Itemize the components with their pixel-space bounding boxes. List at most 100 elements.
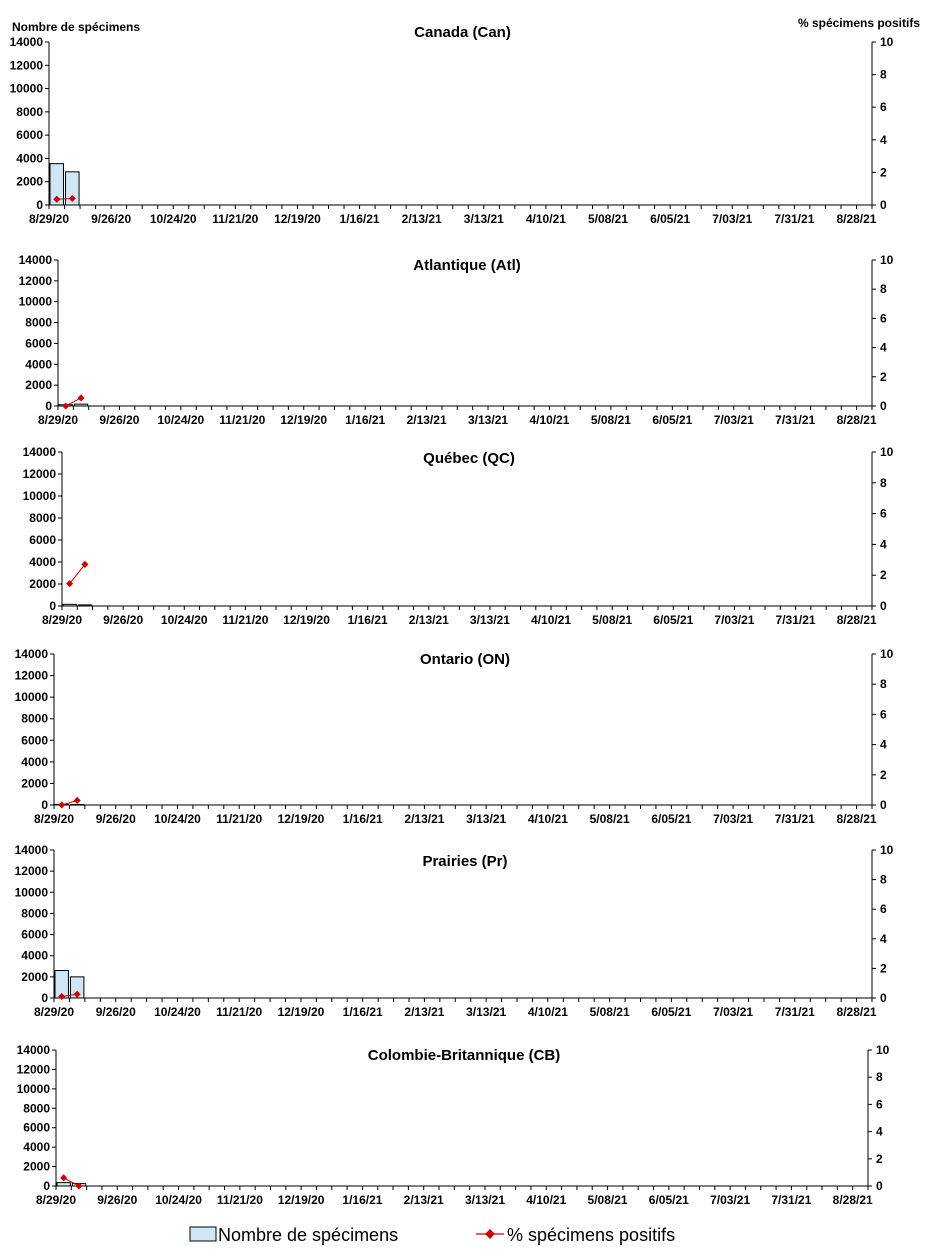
x-tick-label: 6/05/21 [649,1193,689,1207]
bar [77,604,93,607]
panel-5: Prairies (Pr) 0 2000 4000 6000 8000 10000 12000… [15,843,894,1019]
bar [69,804,85,806]
x-tick-label: 1/16/21 [340,212,380,226]
y-tick-label: 8000 [16,105,43,119]
y-tick-label: 10000 [15,885,49,899]
y2-tick-label: 6 [880,707,887,721]
y-tick-label: 8000 [21,906,48,920]
x-tick-label: 3/13/21 [465,1193,505,1207]
y2-tick-label: 2 [880,961,887,975]
y2-tick-label: 10 [880,843,894,857]
x-tick-label: 5/08/21 [590,812,630,826]
x-tick-label: 8/29/20 [42,613,82,627]
x-tick-label: 9/26/20 [91,212,131,226]
y2-tick-label: 2 [880,768,887,782]
bar [49,163,65,206]
x-tick-label: 8/29/20 [29,212,69,226]
x-tick-label: 8/28/21 [837,613,877,627]
x-tick-label: 2/13/21 [404,812,444,826]
x-tick-label: 10/24/20 [155,1193,202,1207]
y-tick-label: 0 [41,991,48,1005]
x-tick-label: 2/13/21 [402,212,442,226]
bar [62,603,77,607]
x-tick-label: 7/03/21 [713,812,753,826]
y2-tick-label: 0 [880,599,887,613]
x-tick-label: 7/03/21 [714,413,754,427]
panel-title: Québec (QC) [423,450,515,467]
x-tick-label: 11/21/20 [219,413,265,427]
x-tick-label: 5/08/21 [591,413,631,427]
positivity-point [73,990,81,998]
y-tick-label: 6000 [23,1121,50,1135]
x-tick-label: 11/21/20 [217,1193,263,1207]
y-tick-label: 8000 [29,511,56,525]
y-tick-label: 12000 [19,274,53,288]
y-tick-label: 12000 [23,467,57,481]
x-tick-label: 4/10/21 [526,212,566,226]
y-tick-label: 6000 [29,533,56,547]
y-tick-label: 14000 [15,843,49,857]
panel-2: Atlantique (Atl) 0 2000 4000 6000 8000 10000 12… [19,253,894,427]
y-tick-label: 2000 [25,378,52,392]
x-tick-label: 7/31/21 [775,1005,815,1019]
y-tick-label: 4000 [16,151,43,165]
x-tick-label: 5/08/21 [592,613,632,627]
y2-tick-label: 4 [880,537,887,551]
y-tick-label: 2000 [23,1160,50,1174]
x-tick-label: 11/21/20 [216,812,262,826]
y-tick-label: 4000 [23,1140,50,1154]
panel-title: Prairies (Pr) [422,853,507,870]
y-tick-label: 6000 [25,336,52,350]
legend-bar-swatch [189,1226,217,1242]
y2-tick-label: 8 [880,873,887,887]
x-tick-label: 5/08/21 [590,1005,630,1019]
y-tick-label: 12000 [15,669,49,683]
x-tick-label: 8/29/20 [38,413,78,427]
y2-tick-label: 4 [880,133,887,147]
y-tick-label: 4000 [29,555,56,569]
x-tick-label: 9/26/20 [97,1193,137,1207]
y-tick-label: 14000 [23,445,57,459]
x-tick-label: 7/31/21 [774,212,814,226]
x-tick-label: 2/13/21 [404,1005,444,1019]
left-axis-title: Nombre de spécimens [12,20,140,34]
bar [73,403,89,407]
x-tick-label: 8/28/21 [837,812,877,826]
x-tick-label: 7/03/21 [712,212,752,226]
bar [65,171,80,206]
x-tick-label: 1/16/21 [343,1005,383,1019]
y2-tick-label: 8 [876,1070,883,1084]
y-tick-label: 14000 [19,253,53,267]
y2-tick-label: 2 [880,370,887,384]
positivity-point [58,992,66,1001]
x-tick-label: 10/24/20 [158,413,205,427]
x-tick-label: 8/29/20 [34,1005,74,1019]
y2-tick-label: 0 [880,198,887,212]
x-tick-label: 7/31/21 [771,1193,811,1207]
y-tick-label: 2000 [21,776,48,790]
x-tick-label: 9/26/20 [99,413,139,427]
positivity-point [58,801,66,809]
x-tick-label: 4/10/21 [528,812,568,826]
x-tick-label: 11/21/20 [222,613,268,627]
y-tick-label: 4000 [25,357,52,371]
x-tick-label: 12/19/20 [274,212,321,226]
x-tick-label: 8/29/20 [36,1193,76,1207]
x-tick-label: 4/10/21 [531,613,571,627]
y-tick-label: 6000 [21,928,48,942]
y2-tick-label: 10 [880,253,894,267]
x-tick-label: 4/10/21 [529,413,569,427]
x-tick-label: 12/19/20 [280,413,327,427]
y2-tick-label: 0 [880,399,887,413]
x-tick-label: 12/19/20 [283,613,330,627]
y2-tick-label: 6 [876,1097,883,1111]
y2-tick-label: 0 [876,1179,883,1193]
positivity-point [81,560,89,568]
x-tick-label: 6/05/21 [652,413,692,427]
y2-tick-label: 2 [876,1152,883,1166]
x-tick-label: 4/10/21 [526,1193,566,1207]
y2-tick-label: 6 [880,902,887,916]
positivity-point [68,194,76,203]
positivity-point [66,580,74,588]
x-tick-label: 8/28/21 [837,413,877,427]
